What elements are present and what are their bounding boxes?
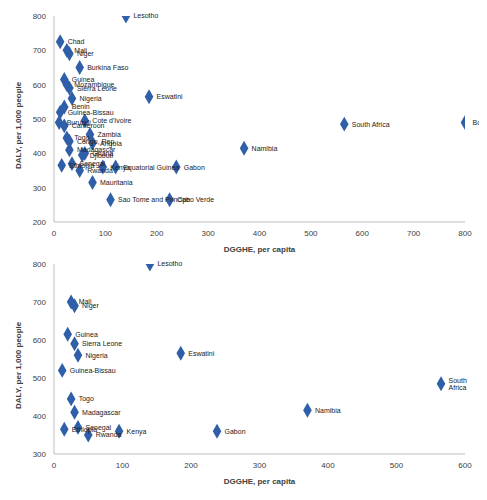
svg-text:200: 200 [184, 461, 198, 470]
svg-text:Chad: Chad [68, 38, 85, 45]
svg-text:Gabon: Gabon [225, 428, 246, 435]
svg-text:Togo: Togo [79, 395, 94, 403]
svg-text:Sierra Leone: Sierra Leone [77, 85, 117, 92]
svg-text:Niger: Niger [77, 50, 94, 58]
svg-text:Botswana: Botswana [473, 119, 479, 126]
svg-text:300: 300 [33, 450, 47, 459]
svg-text:400: 400 [33, 412, 47, 421]
svg-text:Djibouti: Djibouti [90, 152, 114, 160]
svg-text:Guinea-Bissau: Guinea-Bissau [70, 367, 116, 374]
svg-text:200: 200 [33, 218, 47, 227]
svg-text:Eswatini: Eswatini [157, 93, 184, 100]
svg-text:100: 100 [116, 461, 130, 470]
svg-text:Gabon: Gabon [184, 164, 205, 171]
svg-text:500: 500 [33, 115, 47, 124]
svg-text:Mauritania: Mauritania [100, 179, 133, 186]
svg-text:100: 100 [99, 229, 113, 238]
svg-text:300: 300 [201, 229, 215, 238]
svg-text:800: 800 [458, 229, 472, 238]
svg-text:600: 600 [33, 81, 47, 90]
svg-text:0: 0 [52, 461, 57, 470]
svg-text:Guinea: Guinea [75, 331, 98, 338]
svg-text:400: 400 [33, 149, 47, 158]
svg-text:300: 300 [33, 184, 47, 193]
svg-text:Madagascar: Madagascar [82, 409, 121, 417]
svg-text:0: 0 [52, 229, 57, 238]
svg-text:700: 700 [407, 229, 421, 238]
svg-text:Niger: Niger [82, 302, 99, 310]
svg-text:Guinea-Bissau: Guinea-Bissau [68, 109, 114, 116]
svg-text:Lesotho: Lesotho [157, 260, 182, 267]
svg-text:400: 400 [321, 461, 335, 470]
svg-text:Burkina Faso: Burkina Faso [87, 64, 128, 71]
svg-text:Rwanda: Rwanda [96, 431, 122, 438]
svg-text:Rwanda: Rwanda [87, 167, 113, 174]
svg-text:700: 700 [33, 46, 47, 55]
svg-text:400: 400 [253, 229, 267, 238]
svg-text:Cabo Verde: Cabo Verde [177, 196, 214, 203]
svg-text:Sierra Leone: Sierra Leone [82, 340, 122, 347]
svg-text:600: 600 [458, 461, 472, 470]
svg-text:Nigeria: Nigeria [85, 352, 107, 360]
svg-text:600: 600 [33, 336, 47, 345]
svg-text:800: 800 [33, 260, 47, 269]
svg-text:600: 600 [356, 229, 370, 238]
svg-text:800: 800 [33, 12, 47, 21]
svg-text:200: 200 [150, 229, 164, 238]
svg-text:DGGHE, per capita: DGGHE, per capita [224, 245, 296, 254]
svg-text:Eswatini: Eswatini [188, 350, 215, 357]
svg-text:700: 700 [33, 298, 47, 307]
svg-text:Lesotho: Lesotho [133, 12, 158, 19]
svg-text:500: 500 [390, 461, 404, 470]
svg-text:Namibia: Namibia [252, 145, 278, 152]
svg-text:Nigeria: Nigeria [79, 95, 101, 103]
svg-text:300: 300 [253, 461, 267, 470]
svg-text:Namibia: Namibia [315, 407, 341, 414]
svg-text:Kenya: Kenya [127, 428, 147, 436]
svg-text:500: 500 [304, 229, 318, 238]
svg-text:Cameroon: Cameroon [72, 122, 105, 129]
svg-text:SouthAfrica: SouthAfrica [449, 377, 467, 391]
svg-text:500: 500 [33, 374, 47, 383]
svg-text:Equatorial Guinea: Equatorial Guinea [123, 164, 179, 172]
svg-text:DGGHE, per capita: DGGHE, per capita [224, 477, 296, 486]
svg-text:DALY, per 1,000 people: DALY, per 1,000 people [14, 321, 23, 409]
svg-text:South Africa: South Africa [352, 121, 390, 128]
svg-text:DALY, per 1,000 people: DALY, per 1,000 people [14, 81, 23, 169]
